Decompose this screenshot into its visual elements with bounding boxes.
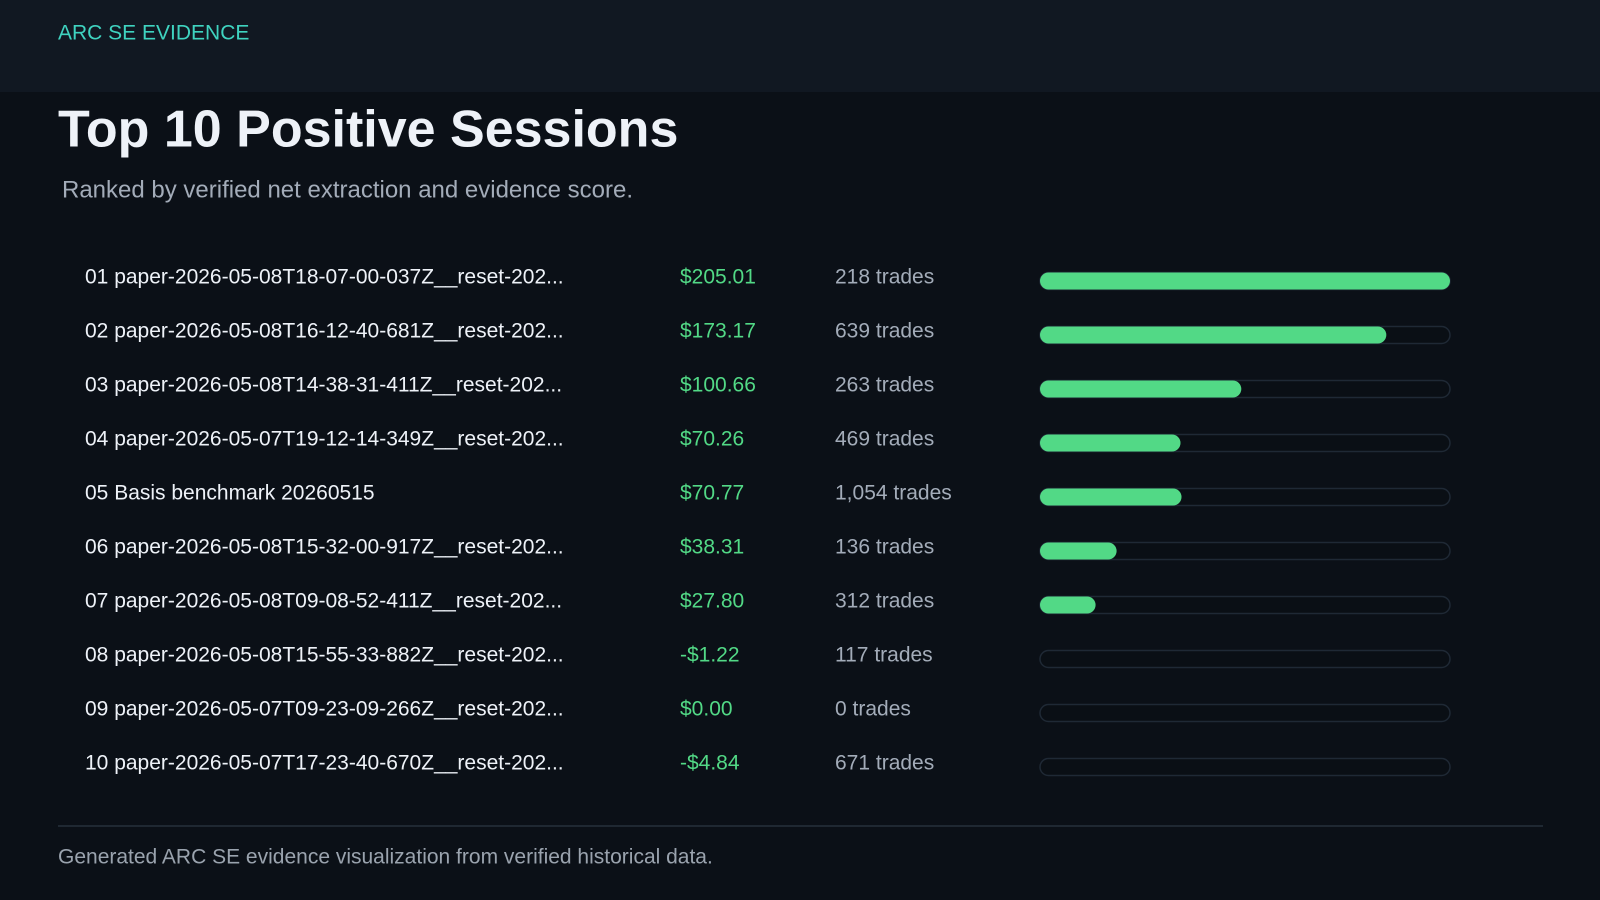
bar [1040,488,1182,506]
trade-count: 263 trades [835,374,934,397]
bar [1040,380,1242,398]
header-label: ARC SE EVIDENCE [58,22,249,45]
net-value: $0.00 [680,698,733,721]
session-name: 08 paper-2026-05-08T15-55-33-882Z__reset… [85,644,564,667]
session-name: 06 paper-2026-05-08T15-32-00-917Z__reset… [85,536,564,559]
trade-count: 312 trades [835,590,934,613]
trade-count: 639 trades [835,320,934,343]
net-value: $27.80 [680,590,744,613]
net-value: $205.01 [680,266,756,289]
bar-track [1039,703,1451,723]
session-name: 04 paper-2026-05-07T19-12-14-349Z__reset… [85,428,564,451]
net-value: $70.26 [680,428,744,451]
net-value: $38.31 [680,536,744,559]
net-value: $173.17 [680,320,756,343]
bar-track [1039,757,1451,777]
session-name: 03 paper-2026-05-08T14-38-31-411Z__reset… [85,374,562,397]
trade-count: 0 trades [835,698,911,721]
net-value: $70.77 [680,482,744,505]
session-name: 07 paper-2026-05-08T09-08-52-411Z__reset… [85,590,562,613]
trade-count: 117 trades [835,644,933,667]
trade-count: 1,054 trades [835,482,952,505]
trade-count: 218 trades [835,266,934,289]
bar [1040,596,1096,614]
trade-count: 671 trades [835,752,934,775]
net-value: -$1.22 [680,644,740,667]
bar [1040,326,1387,344]
bar [1040,542,1117,560]
chart-subtitle: Ranked by verified net extraction and ev… [62,176,633,203]
header-band [0,0,1600,92]
net-value: $100.66 [680,374,756,397]
bar [1040,272,1450,290]
trade-count: 136 trades [835,536,934,559]
chart-title: Top 10 Positive Sessions [58,101,678,159]
session-name: 09 paper-2026-05-07T09-23-09-266Z__reset… [85,698,564,721]
bar-track [1039,649,1451,669]
session-name: 01 paper-2026-05-08T18-07-00-037Z__reset… [85,266,564,289]
session-name: 02 paper-2026-05-08T16-12-40-681Z__reset… [85,320,564,343]
trade-count: 469 trades [835,428,934,451]
session-name: 10 paper-2026-05-07T17-23-40-670Z__reset… [85,752,564,775]
bar-track [1039,595,1451,615]
footer-text: Generated ARC SE evidence visualization … [58,846,713,869]
bar [1040,434,1181,452]
session-name: 05 Basis benchmark 20260515 [85,482,375,505]
net-value: -$4.84 [680,752,740,775]
